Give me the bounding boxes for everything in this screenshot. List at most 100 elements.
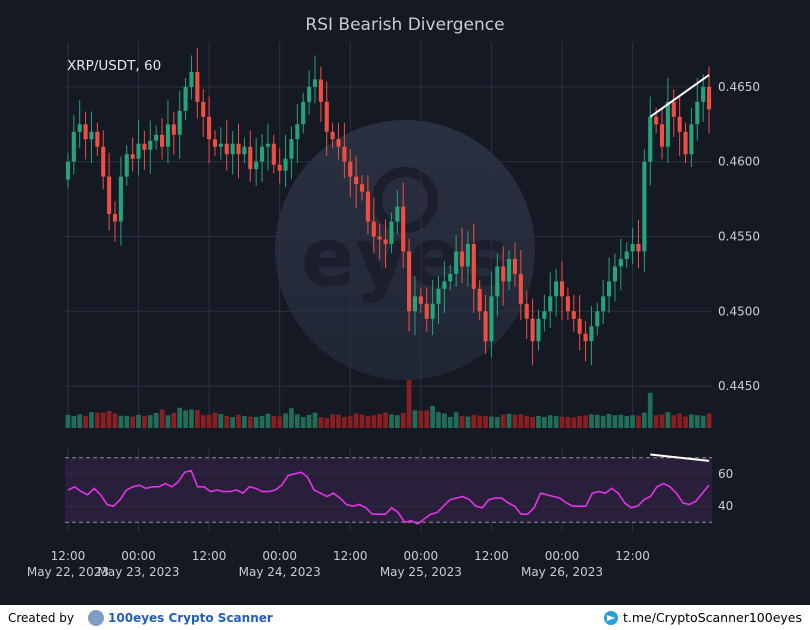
x-tick-date-label: May 23, 2023 <box>97 565 179 579</box>
volume-bar <box>94 412 100 428</box>
candle-body <box>671 101 676 117</box>
candle-body <box>665 101 670 147</box>
candle-body <box>695 101 700 125</box>
candle-body <box>283 158 288 171</box>
volume-bar <box>171 413 177 428</box>
volume-bar <box>412 410 418 428</box>
candle-body <box>77 124 82 132</box>
candle-body <box>577 318 582 334</box>
candle-body <box>148 140 153 150</box>
candle-body <box>371 221 376 237</box>
volume-bar <box>606 413 612 428</box>
volume-bar <box>671 415 677 428</box>
volume-bar <box>489 416 494 428</box>
volume-bar <box>665 412 671 428</box>
volume-bar <box>200 415 206 428</box>
x-tick-label: 00:00 <box>404 549 439 563</box>
volume-bar <box>353 413 359 428</box>
candle-body <box>236 143 241 155</box>
volume-bar <box>612 415 618 428</box>
chart-title: RSI Bearish Divergence <box>305 15 504 35</box>
candle-body <box>430 303 435 319</box>
candle-body <box>571 311 576 319</box>
candle-body <box>359 184 365 192</box>
telegram-link[interactable]: t.me/CryptoScanner100eyes <box>623 610 802 625</box>
volume-bar <box>247 416 253 428</box>
y-tick-label: 0.4600 <box>718 155 760 169</box>
candle-body <box>418 296 423 304</box>
rsi-divergence-line <box>650 453 710 462</box>
candle-body <box>536 318 541 342</box>
volume-bar <box>136 414 141 428</box>
brand-link[interactable]: 100eyes Crypto Scanner <box>108 610 273 625</box>
candle-body <box>707 86 712 110</box>
volume-bar <box>694 415 700 428</box>
candle-body <box>554 281 559 297</box>
candle-body <box>183 86 188 111</box>
chart-svg: eyes RSI Bearish Divergence 0.44500.4500… <box>27 15 760 579</box>
volume-bar <box>165 415 171 428</box>
volume-bar <box>389 414 394 428</box>
volume-bar <box>536 415 541 428</box>
volume-bar <box>118 415 124 428</box>
candle-body <box>189 71 194 87</box>
volume-bar <box>112 413 118 428</box>
volume-bar <box>583 415 588 428</box>
candle-body <box>659 124 665 147</box>
volume-bar <box>547 415 553 428</box>
candle-body <box>65 161 70 180</box>
candle-body <box>124 154 129 177</box>
candle-body <box>271 143 276 165</box>
candle-body <box>389 221 394 244</box>
volume-bar <box>436 412 441 428</box>
created-by-text: Created by <box>8 610 75 625</box>
volume-bar <box>559 416 565 428</box>
volume-bar <box>494 417 500 428</box>
x-tick-label: 12:00 <box>51 549 86 563</box>
volume-bar <box>183 410 188 428</box>
volume-bar <box>371 415 377 428</box>
chart-stage: eyes RSI Bearish Divergence 0.4450 0.4500… <box>26 15 760 579</box>
volume-bar <box>265 413 271 428</box>
volume-bar <box>330 414 335 428</box>
candle-body <box>348 161 353 177</box>
volume-bar <box>600 415 606 428</box>
volume-bar <box>524 415 530 428</box>
volume-bar <box>618 414 624 428</box>
volume-bar <box>359 414 365 428</box>
volume-bar <box>471 414 477 428</box>
candle-body <box>101 146 106 177</box>
candle-body <box>383 239 388 244</box>
volume-bar <box>89 412 94 428</box>
candle-body <box>130 154 135 159</box>
volume-bar <box>377 413 383 428</box>
volume-bar <box>218 413 224 428</box>
candle-body <box>436 288 441 304</box>
candle-body <box>265 143 270 147</box>
volume-bar <box>236 414 241 428</box>
candle-body <box>248 146 253 170</box>
candle-body <box>71 131 76 162</box>
volume-bar <box>159 409 165 428</box>
volume-bar <box>506 413 512 428</box>
candle-body <box>307 86 312 102</box>
candle-body <box>154 134 159 141</box>
candle-body <box>518 273 523 304</box>
volume-bar <box>624 415 630 428</box>
candle-body <box>201 101 206 117</box>
volume-bar <box>577 415 583 428</box>
volume-bar <box>553 416 559 428</box>
candle-body <box>559 281 565 297</box>
volume-bar <box>483 415 488 428</box>
volume-bar <box>230 417 235 428</box>
candle-body <box>471 243 476 289</box>
candle-body <box>112 214 118 222</box>
x-tick-label: 00:00 <box>121 549 156 563</box>
volume-bar <box>424 410 430 428</box>
candle-body <box>507 258 512 282</box>
candle-body <box>595 311 600 327</box>
candle-body <box>330 131 335 140</box>
x-tick-date-label: May 24, 2023 <box>239 565 321 579</box>
candle-body <box>336 139 341 147</box>
volume-bar <box>630 415 635 428</box>
